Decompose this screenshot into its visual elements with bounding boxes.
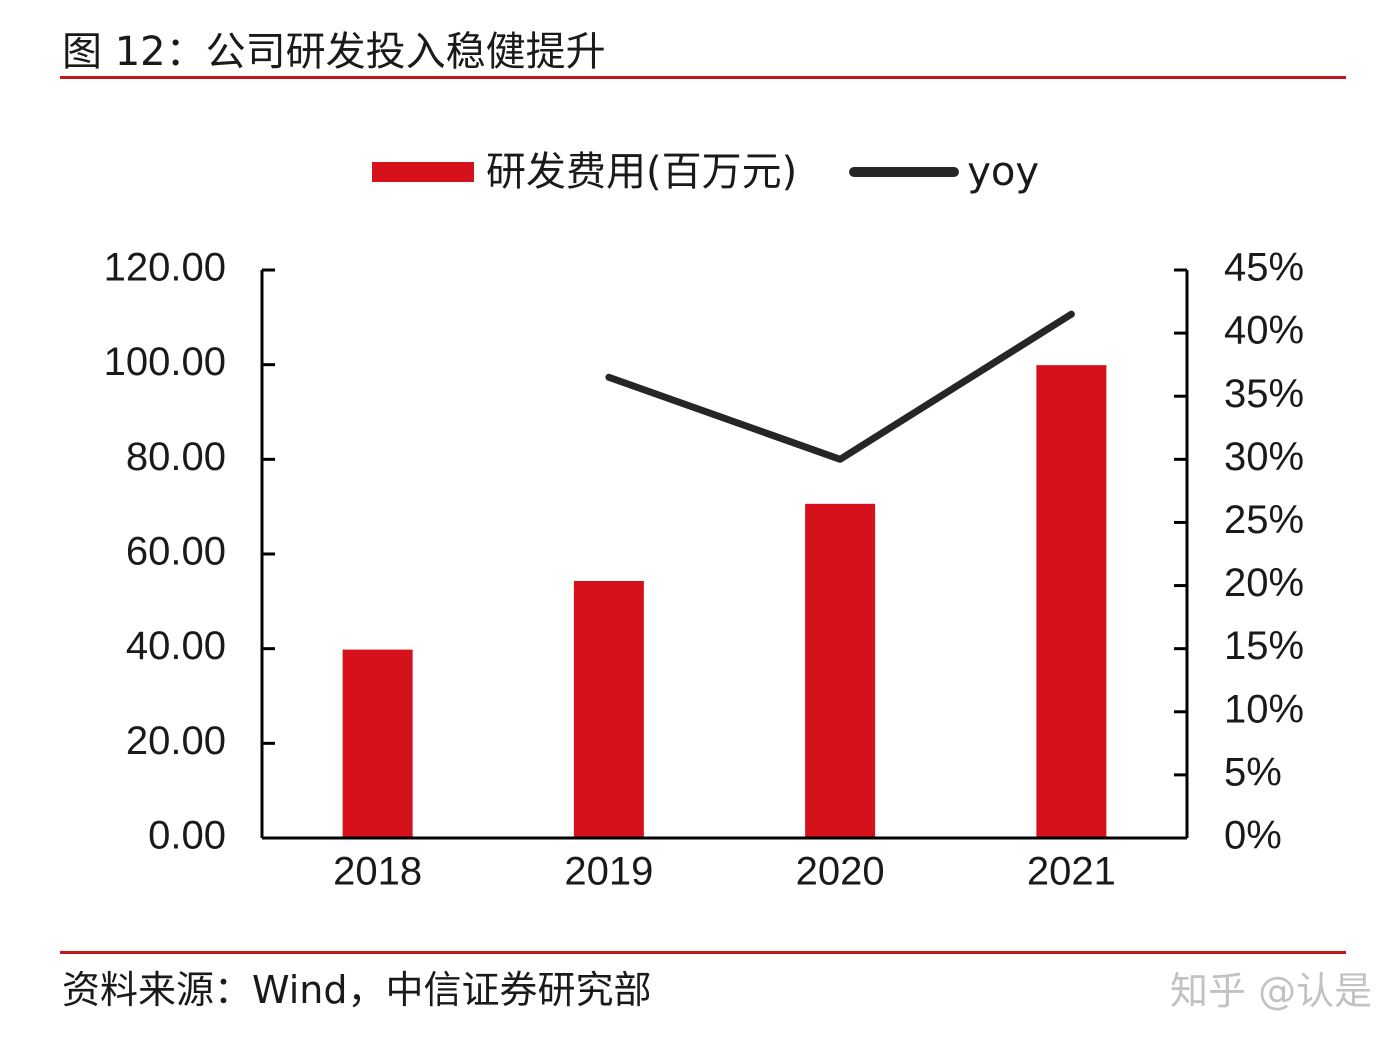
- y-tick-label-left: 100.00: [104, 340, 226, 384]
- y-tick-label-left: 80.00: [126, 435, 226, 479]
- bar-2021: [1036, 365, 1107, 838]
- y-tick-label-left: 120.00: [104, 246, 226, 290]
- y-tick-label-right: 25%: [1224, 498, 1304, 542]
- legend-item-yoy: yoy: [849, 146, 1039, 198]
- x-tick-label: 2020: [796, 850, 885, 894]
- y-tick-label-left: 0.00: [148, 814, 226, 858]
- legend-line-swatch: [849, 167, 960, 177]
- y-tick-label-right: 40%: [1224, 309, 1304, 353]
- y-tick-label-right: 35%: [1224, 372, 1304, 416]
- y-tick-label-right: 30%: [1224, 435, 1304, 479]
- figure-title: 图 12：公司研发投入稳健提升: [62, 29, 606, 75]
- y-tick-label-right: 45%: [1224, 246, 1304, 290]
- yoy-line: [605, 310, 1075, 463]
- y-tick-label-right: 20%: [1224, 561, 1304, 605]
- legend-bar-swatch: [372, 162, 474, 182]
- bottom-rule: [60, 951, 1346, 954]
- legend-label-yoy: yoy: [967, 149, 1040, 195]
- watermark: 知乎 @认是: [1170, 969, 1373, 1013]
- y-tick-label-right: 15%: [1224, 624, 1304, 668]
- y-tick-label-right: 5%: [1224, 750, 1282, 794]
- bar-2020: [805, 503, 876, 838]
- x-tick-label: 2019: [564, 850, 653, 894]
- x-tick-label: 2021: [1027, 850, 1116, 894]
- x-tick-label: 2018: [333, 850, 422, 894]
- y-tick-label-right: 0%: [1224, 814, 1282, 858]
- legend-label-rd-expense: 研发费用(百万元): [486, 149, 798, 195]
- y-tick-label-right: 10%: [1224, 687, 1304, 731]
- bar-2019: [573, 580, 644, 838]
- y-tick-label-left: 20.00: [126, 719, 226, 763]
- legend-item-rd-expense: 研发费用(百万元): [372, 146, 797, 198]
- chart-legend: 研发费用(百万元) yoy: [372, 146, 1039, 198]
- y-tick-label-left: 60.00: [126, 530, 226, 574]
- bar-2018: [342, 649, 413, 838]
- y-tick-label-left: 40.00: [126, 624, 226, 668]
- source-note: 资料来源：Wind，中信证券研究部: [62, 968, 652, 1012]
- top-rule: [60, 76, 1346, 79]
